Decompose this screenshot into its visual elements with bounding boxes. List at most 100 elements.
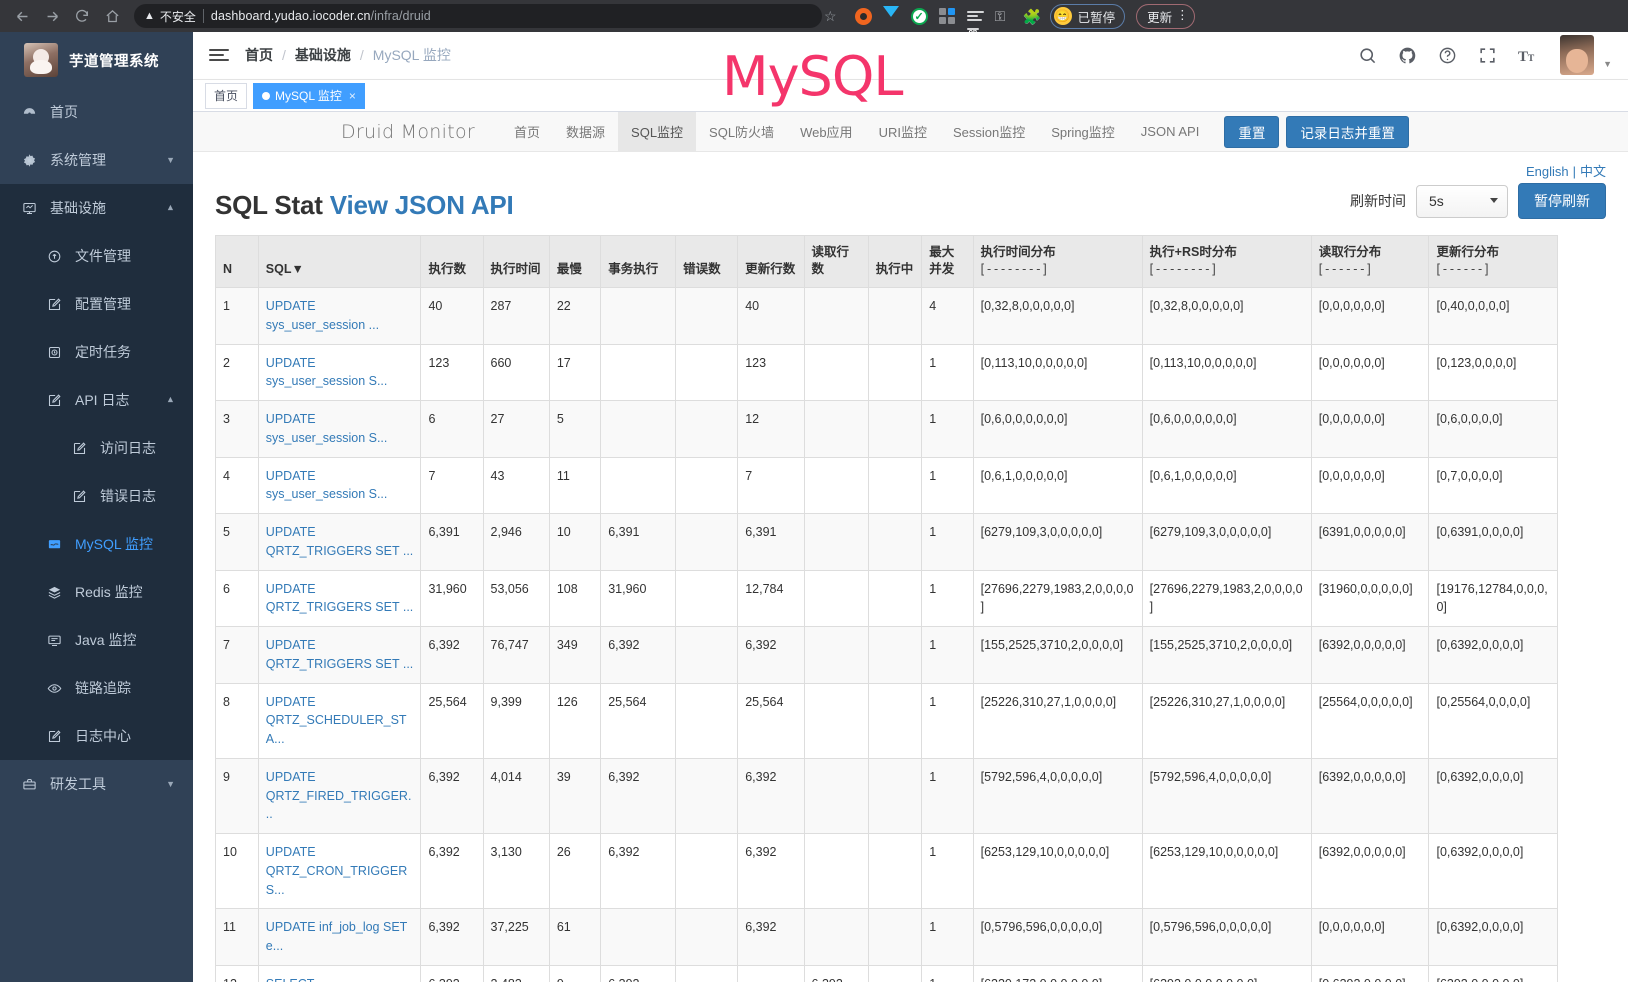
sql-link[interactable]: UPDATE sys_user_session S... <box>265 412 388 445</box>
cell-sql[interactable]: UPDATE sys_user_session S... <box>257 456 422 515</box>
forward-arrow-icon[interactable] <box>38 2 66 30</box>
update-button[interactable]: 更新 ⋮ <box>1136 3 1195 29</box>
cell-sql[interactable]: UPDATE sys_user_session ... <box>257 287 422 345</box>
sidebar-item-0[interactable]: 首页 <box>0 88 193 136</box>
fullscreen-icon[interactable] <box>1478 46 1497 65</box>
hamburger-icon[interactable] <box>209 49 229 62</box>
back-arrow-icon[interactable] <box>8 2 36 30</box>
sidebar-item-14[interactable]: 研发工具 ▼ <box>0 760 193 808</box>
log-and-reset-button[interactable]: 记录日志并重置 <box>1286 115 1409 148</box>
security-warning[interactable]: ▲ 不安全 <box>144 8 196 25</box>
home-icon[interactable] <box>98 2 126 30</box>
cell-update_rows: 25,564 <box>737 682 805 759</box>
sql-link[interactable]: UPDATE QRTZ_TRIGGERS SET ... <box>265 581 414 615</box>
sql-stat-table-wrap: N SQL▼ 执行数 执行时间 最慢 事务执行 错误数 更新行数 读取行数 执行中 最大并发 执行时间… <box>193 221 1628 982</box>
sidebar-item-7[interactable]: 访问日志 <box>0 424 193 472</box>
view-json-api-link[interactable]: View JSON API <box>329 190 514 221</box>
cell-sql[interactable]: UPDATE QRTZ_TRIGGERS SET ... <box>257 569 422 628</box>
cell-sql[interactable]: UPDATE QRTZ_SCHEDULER_STA... <box>257 682 422 759</box>
sql-link[interactable]: UPDATE QRTZ_TRIGGERS SET ... <box>265 638 414 671</box>
reset-button[interactable]: 重置 <box>1224 115 1280 148</box>
sidebar-item-13[interactable]: 日志中心 <box>0 712 193 760</box>
profile-button[interactable]: 😁 已暂停 <box>1049 3 1126 29</box>
cell-sql[interactable]: UPDATE sys_user_session S... <box>257 343 422 402</box>
sidebar-item-2[interactable]: 基础设施 ▼ <box>0 184 193 232</box>
cell-read_dist: [0,0,0,0,0,0] <box>1310 400 1430 458</box>
puzzle-icon[interactable]: 🧩 <box>1022 8 1042 26</box>
druid-nav-item-2[interactable]: SQL监控 <box>618 112 697 152</box>
sidebar-item-11[interactable]: Java 监控 <box>0 616 193 664</box>
druid-nav-item-8[interactable]: JSON API <box>1140 124 1200 140</box>
breadcrumb-item-infra[interactable]: 基础设施 <box>294 47 351 64</box>
sql-link[interactable]: UPDATE sys_user_session S... <box>265 355 388 389</box>
sql-link[interactable]: SELECT TRIGGER_STATE <box>266 977 368 982</box>
close-icon[interactable]: × <box>348 88 356 103</box>
cell-sql[interactable]: UPDATE QRTZ_TRIGGERS SET ... <box>257 626 422 684</box>
col-header-sql[interactable]: SQL▼ <box>257 235 422 289</box>
sidebar-item-4[interactable]: 配置管理 <box>0 280 193 328</box>
tag-item-1[interactable]: MySQL 监控 × <box>253 82 365 109</box>
pause-refresh-button[interactable]: 暂停刷新 <box>1518 183 1606 220</box>
sql-link[interactable]: UPDATE sys_user_session ... <box>265 299 380 332</box>
blue-diamond-icon[interactable] <box>882 5 900 25</box>
cell-sql[interactable]: UPDATE inf_job_log SET e... <box>257 908 422 966</box>
cell-sql[interactable]: UPDATE QRTZ_CRON_TRIGGERS... <box>257 833 422 910</box>
cell-sql[interactable]: UPDATE sys_user_session S... <box>257 400 422 458</box>
search-icon[interactable] <box>1358 46 1377 65</box>
sidebar-item-5[interactable]: 定时任务 <box>0 328 193 376</box>
avatar[interactable] <box>1560 35 1595 76</box>
druid-nav-item-4[interactable]: Web应用 <box>800 125 853 141</box>
green-check-icon[interactable]: ✓ <box>910 7 928 25</box>
cell-slowest: 126 <box>548 682 602 759</box>
key-icon[interactable]: ⚿ <box>994 7 1006 24</box>
lang-english-link[interactable]: English <box>1525 164 1569 180</box>
app-shell: 芋道管理系统 首页 系统管理 ▼ 基础设施 ▼ 文件管理 配置管理 定时任务 API 日志 ▼ 访问… <box>0 32 1628 982</box>
druid-brand[interactable]: Druid Monitor <box>341 120 475 143</box>
sidebar-item-9[interactable]: MySQL 监控 <box>0 520 193 568</box>
blue-grid-icon[interactable] <box>938 7 956 25</box>
refresh-interval-select[interactable]: 5s10s20s30s60s <box>1416 184 1508 218</box>
help-circle-icon[interactable] <box>1438 46 1457 65</box>
sql-link[interactable]: UPDATE sys_user_session S... <box>265 468 388 502</box>
breadcrumb-separator: / <box>359 47 364 64</box>
cell-read_dist: [0,6392,0,0,0,0] <box>1310 964 1430 982</box>
cell-err_count <box>675 964 739 982</box>
star-icon[interactable]: ☆ <box>824 7 837 24</box>
lang-chinese-link[interactable]: 中文 <box>1579 164 1606 180</box>
orange-ring-icon[interactable] <box>854 7 872 25</box>
cell-exec_count: 6 <box>420 400 484 458</box>
breadcrumb-item-home[interactable]: 首页 <box>245 47 273 64</box>
github-icon[interactable] <box>1398 46 1417 65</box>
cell-err_count <box>675 400 739 458</box>
sidebar-item-6[interactable]: API 日志 ▼ <box>0 376 193 424</box>
sidebar-item-label: MySQL 监控 <box>75 536 154 552</box>
sql-link[interactable]: UPDATE QRTZ_CRON_TRIGGERS... <box>265 845 408 897</box>
list-on-icon[interactable]: on <box>966 8 984 36</box>
cell-sql[interactable]: UPDATE QRTZ_FIRED_TRIGGER... <box>257 757 422 835</box>
brand[interactable]: 芋道管理系统 <box>0 32 193 88</box>
druid-nav-item-7[interactable]: Spring监控 <box>1051 125 1115 141</box>
druid-nav-item-0[interactable]: 首页 <box>514 125 541 141</box>
sql-link[interactable]: UPDATE inf_job_log SET e... <box>265 920 408 954</box>
sidebar-item-12[interactable]: 链路追踪 <box>0 664 193 712</box>
cell-sql[interactable]: SELECT TRIGGER_STATE <box>257 964 422 982</box>
sidebar-item-10[interactable]: Redis 监控 <box>0 568 193 616</box>
sql-link[interactable]: UPDATE QRTZ_FIRED_TRIGGER... <box>265 769 412 822</box>
sql-link[interactable]: UPDATE QRTZ_SCHEDULER_STA... <box>265 694 407 747</box>
tag-item-0[interactable]: 首页 <box>205 82 248 109</box>
address-bar[interactable]: ▲ 不安全 dashboard.yudao.iocoder.cn/infra/d… <box>134 4 822 28</box>
druid-nav-item-6[interactable]: Session监控 <box>952 125 1026 141</box>
sidebar-item-8[interactable]: 错误日志 <box>0 472 193 520</box>
sql-link[interactable]: UPDATE QRTZ_TRIGGERS SET ... <box>265 525 414 558</box>
kebab-menu-icon[interactable]: ⋮ <box>1176 8 1189 23</box>
cell-sql[interactable]: UPDATE QRTZ_TRIGGERS SET ... <box>257 513 422 571</box>
druid-nav-item-3[interactable]: SQL防火墙 <box>709 125 775 141</box>
druid-nav-item-1[interactable]: 数据源 <box>566 125 606 141</box>
chevron-down-icon[interactable]: ▼ <box>1603 59 1612 70</box>
sidebar-item-1[interactable]: 系统管理 ▼ <box>0 136 193 184</box>
druid-nav-item-5[interactable]: URI监控 <box>878 125 927 141</box>
reload-icon[interactable] <box>68 2 96 30</box>
sidebar-item-3[interactable]: 文件管理 <box>0 232 193 280</box>
cell-read_rows <box>803 908 869 966</box>
